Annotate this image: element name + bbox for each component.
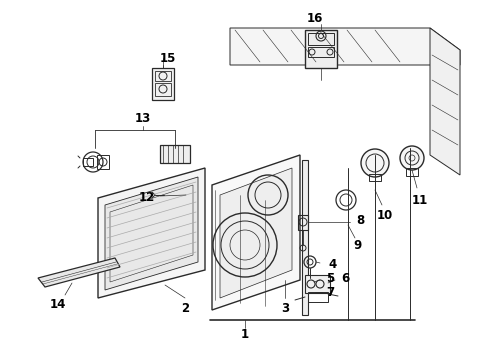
Bar: [155, 83, 171, 96]
Bar: [187, 192, 197, 198]
Text: 6: 6: [341, 271, 349, 284]
Text: 2: 2: [181, 302, 189, 315]
Bar: [155, 71, 171, 81]
Bar: [308, 292, 328, 302]
Bar: [369, 174, 381, 181]
Bar: [185, 190, 199, 200]
Bar: [160, 145, 190, 163]
Bar: [298, 215, 308, 230]
Text: 14: 14: [50, 298, 66, 311]
Bar: [97, 155, 109, 169]
Polygon shape: [212, 155, 300, 310]
Bar: [302, 160, 308, 315]
Bar: [83, 158, 93, 166]
Text: 11: 11: [412, 194, 428, 207]
Polygon shape: [105, 177, 198, 290]
Polygon shape: [230, 28, 460, 65]
Bar: [406, 168, 418, 176]
Text: 3: 3: [281, 302, 289, 315]
Circle shape: [361, 149, 389, 177]
Bar: [308, 33, 334, 45]
Text: 4: 4: [329, 258, 337, 271]
Polygon shape: [38, 258, 120, 287]
Text: 10: 10: [377, 208, 393, 221]
Text: 9: 9: [354, 239, 362, 252]
Bar: [308, 47, 334, 57]
Polygon shape: [430, 28, 460, 175]
Text: 13: 13: [135, 112, 151, 125]
Text: 16: 16: [307, 12, 323, 24]
Text: 12: 12: [139, 190, 155, 203]
Text: 15: 15: [160, 51, 176, 64]
Bar: [305, 275, 330, 293]
Text: 8: 8: [356, 213, 364, 226]
Polygon shape: [220, 168, 292, 298]
Text: 5: 5: [326, 271, 334, 284]
Polygon shape: [98, 168, 205, 298]
Text: 1: 1: [241, 328, 249, 342]
Bar: [305, 30, 337, 68]
Bar: [152, 68, 174, 100]
Circle shape: [400, 146, 424, 170]
Text: 7: 7: [326, 285, 334, 298]
